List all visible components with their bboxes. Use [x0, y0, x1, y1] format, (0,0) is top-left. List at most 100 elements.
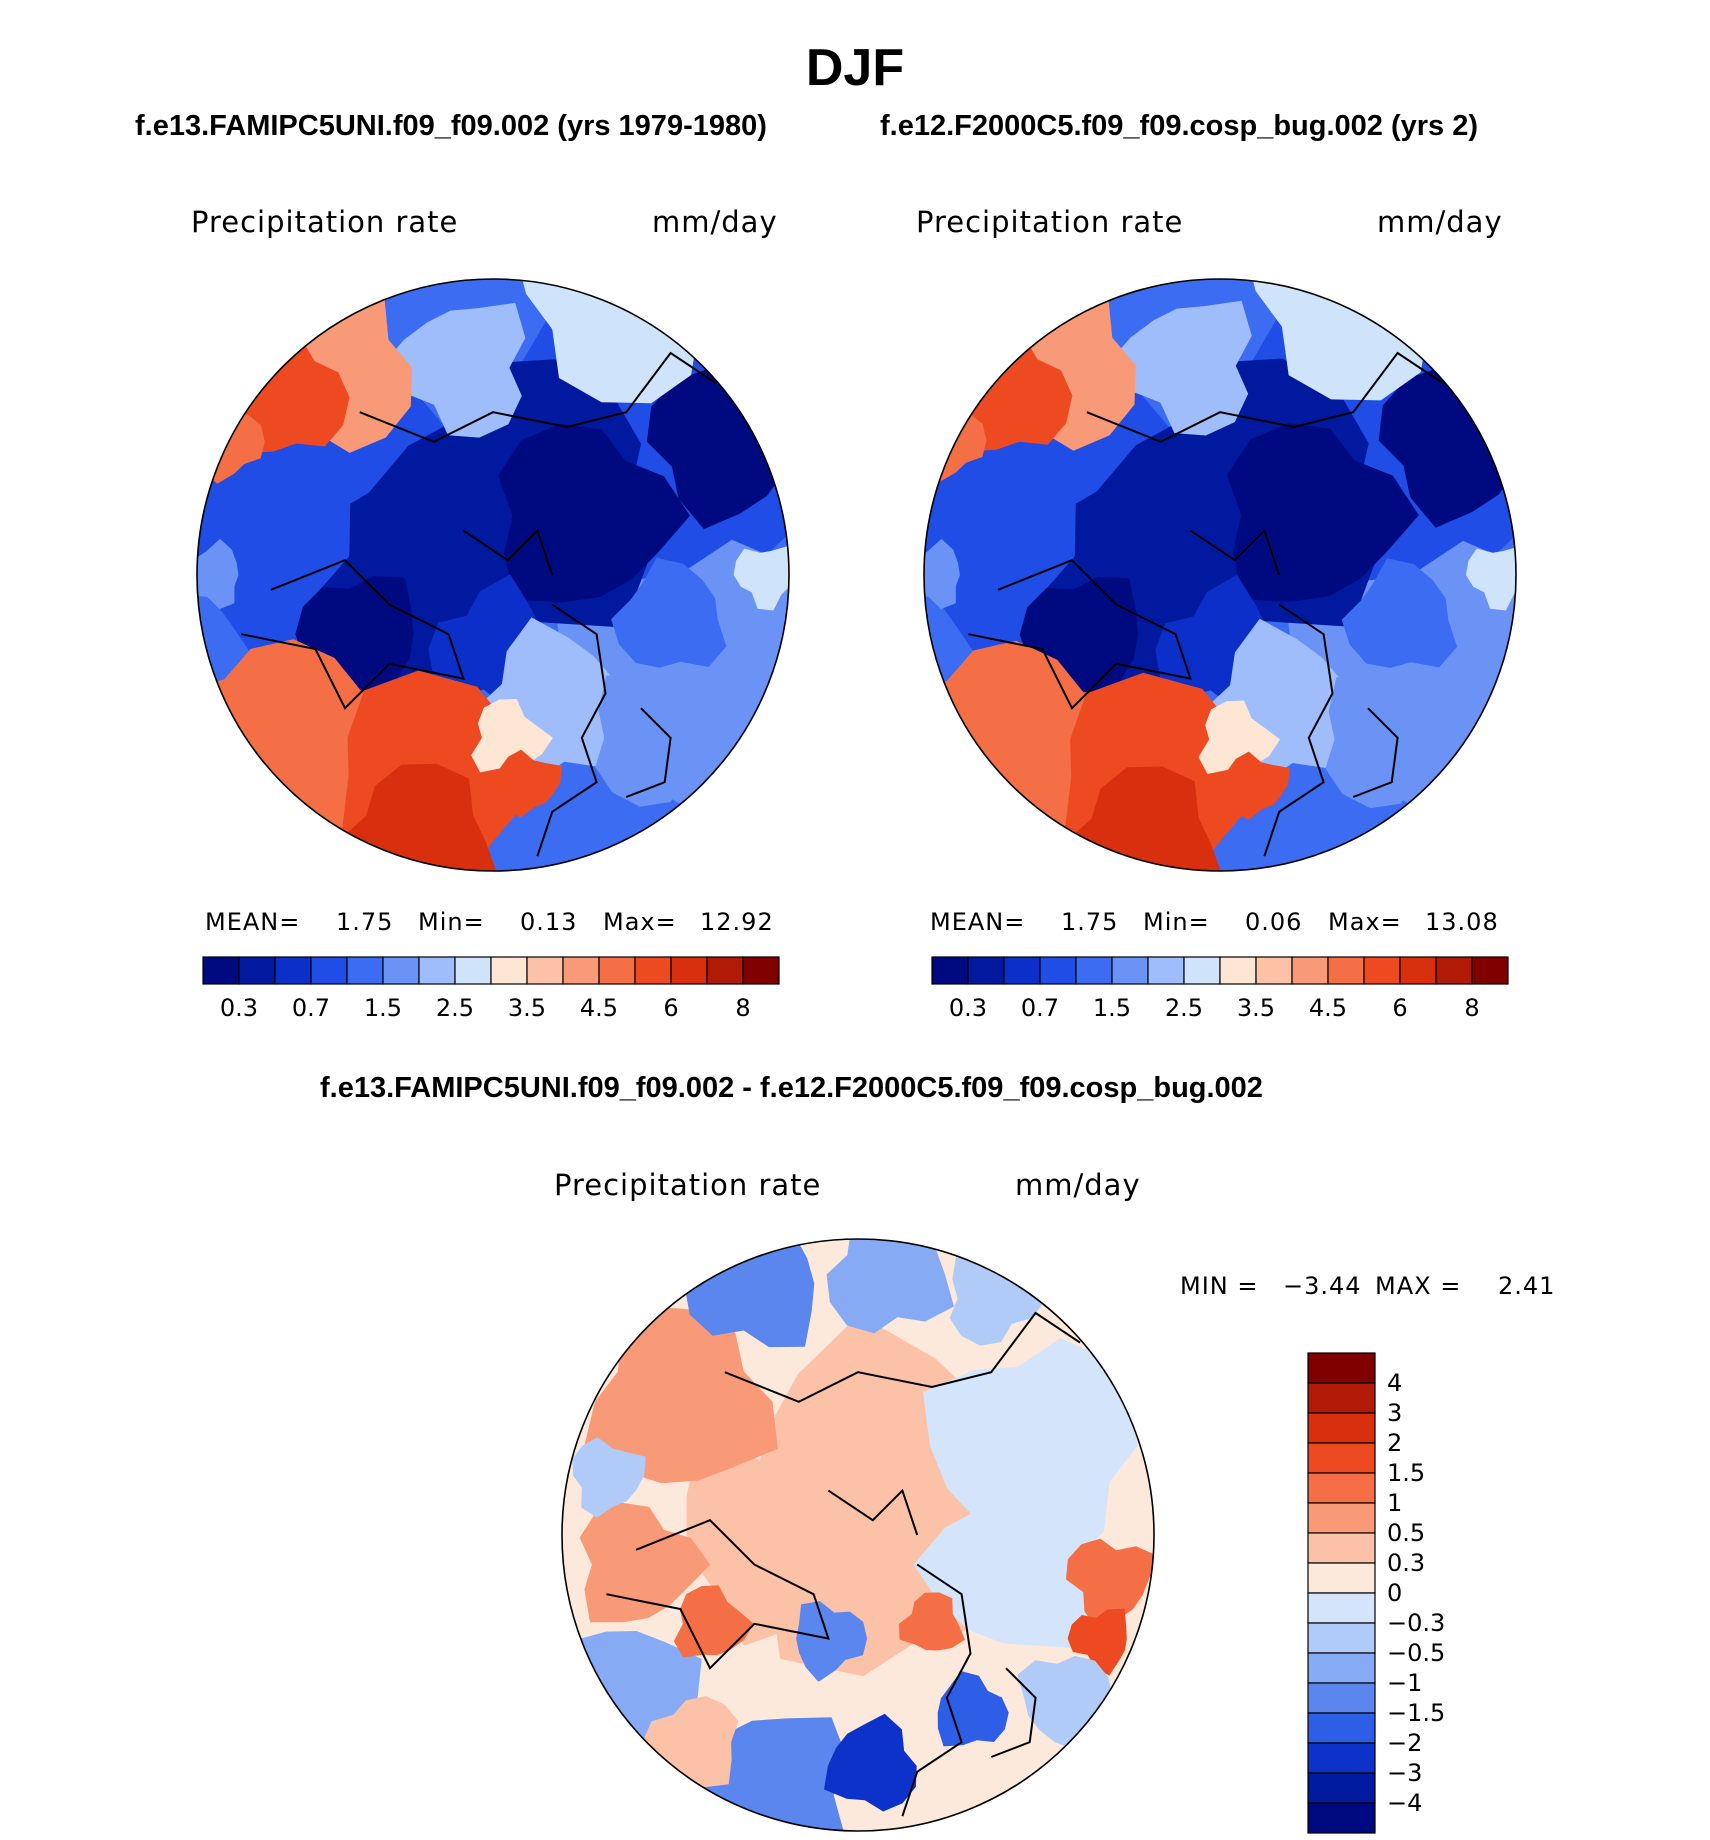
map-panel-3	[561, 1238, 1155, 1832]
coastline	[901, 1563, 972, 1817]
panel3-units: mm/day	[1015, 1168, 1141, 1202]
colorbar-tick-label: 1.5	[364, 994, 402, 1022]
colorbar-box	[1307, 1772, 1376, 1804]
colorbar-box	[634, 956, 672, 985]
colorbar-box	[1307, 1532, 1376, 1564]
colorbar-tick-label: 4	[1387, 1369, 1402, 1397]
panel3-max-label: MAX =	[1375, 1272, 1462, 1300]
colorbar-box	[1003, 956, 1041, 985]
colorbar-box	[598, 956, 636, 985]
colorbar-tick-label: 0.3	[220, 994, 258, 1022]
colorbar-box	[1183, 956, 1221, 985]
contour-region	[499, 749, 563, 818]
colorbar-box	[1307, 1472, 1376, 1504]
panel2-mean-label: MEAN=	[930, 908, 1026, 936]
panel3-min-value: −3.44	[1283, 1272, 1362, 1300]
coastline	[625, 707, 672, 798]
contour-region	[796, 1601, 868, 1682]
coastline	[359, 351, 716, 443]
contour-region	[611, 557, 727, 668]
contour-region	[824, 1713, 917, 1812]
contour-region	[899, 1592, 966, 1651]
colorbar-box	[1111, 956, 1149, 985]
coastline	[1189, 528, 1281, 576]
panel2-variable: Precipitation rate	[916, 205, 1184, 239]
colorbar-box	[1307, 1652, 1376, 1684]
panel1-min-label: Min=	[418, 908, 485, 936]
contour-region	[924, 640, 1086, 836]
colorbar-box	[1307, 1382, 1376, 1414]
coastline	[606, 1519, 830, 1670]
colorbar-box	[1307, 1742, 1376, 1774]
map-border	[196, 278, 790, 872]
panel2-max-label: Max=	[1328, 908, 1402, 936]
colorbar-box	[1307, 1712, 1376, 1744]
colorbar-box	[1039, 956, 1077, 985]
panel2-min-label: Min=	[1143, 908, 1210, 936]
colorbar-tick-label: 6	[663, 994, 678, 1022]
season-title: DJF	[805, 39, 905, 97]
panel3-min-label: MIN =	[1180, 1272, 1259, 1300]
contour-region	[1105, 300, 1252, 436]
map-border	[923, 278, 1517, 872]
contour-region	[1067, 1608, 1127, 1676]
colorbar-box	[1219, 956, 1257, 985]
colorbar-box	[202, 956, 240, 985]
colorbar-box	[1435, 956, 1473, 985]
panel2-units: mm/day	[1377, 205, 1503, 239]
contour-region	[913, 1470, 1105, 1649]
contour-region	[197, 639, 364, 834]
coastline	[724, 1311, 1081, 1403]
colorbar-tick-label: 0.3	[949, 994, 987, 1022]
diff-title: f.e13.FAMIPC5UNI.f09_f09.002 - f.e12.F20…	[320, 1072, 1263, 1104]
colorbar-tick-label: −0.3	[1387, 1609, 1445, 1637]
colorbar-tick-label: 0.3	[1387, 1549, 1425, 1577]
colorbar-box	[706, 956, 744, 985]
panel1-variable: Precipitation rate	[191, 205, 459, 239]
panel1-max-value: 12.92	[700, 908, 774, 936]
map-border	[561, 1238, 1155, 1832]
contour-region	[1341, 558, 1457, 668]
colorbar-tick-label: 8	[735, 994, 750, 1022]
contour-region	[1066, 1538, 1154, 1632]
colorbar-box	[1327, 956, 1365, 985]
colorbar-box	[1147, 956, 1185, 985]
colorbar-box	[670, 956, 708, 985]
colorbar-box	[310, 956, 348, 985]
colorbar-box	[1399, 956, 1437, 985]
contour-region	[471, 698, 553, 773]
contour-region	[684, 1239, 815, 1348]
contour-region	[579, 1502, 711, 1623]
panel1-max-label: Max=	[603, 908, 677, 936]
colorbar-tick-label: −0.5	[1387, 1639, 1445, 1667]
colorbar-tick-label: 1	[1387, 1489, 1402, 1517]
colorbar-box	[382, 956, 420, 985]
contour-region	[1466, 545, 1516, 611]
colorbar-tick-label: 3.5	[1237, 994, 1275, 1022]
colorbar-tick-label: −1	[1387, 1669, 1422, 1697]
colorbar-box	[1307, 1352, 1376, 1384]
coastline	[241, 559, 465, 710]
coastline	[1352, 707, 1399, 798]
colorbar-box	[1307, 1442, 1376, 1474]
coastline	[990, 1667, 1037, 1758]
colorbar-box	[1307, 1562, 1376, 1594]
map-field	[924, 279, 1516, 871]
colorbar-box	[526, 956, 564, 985]
coastline	[462, 528, 554, 576]
coastline	[536, 603, 607, 857]
colorbar-tick-label: 1.5	[1387, 1459, 1425, 1487]
coastline	[1263, 603, 1334, 857]
colorbar-box	[931, 956, 969, 985]
colorbar-2: 0.3 0.7 1.5 2.5 3.5 4.5 6 8	[931, 956, 1509, 1022]
colorbar-tick-label: 3.5	[508, 994, 546, 1022]
colorbar-box	[1291, 956, 1329, 985]
colorbar-tick-label: 8	[1464, 994, 1479, 1022]
panel2-mean-value: 1.75	[1061, 908, 1119, 936]
panel1-min-value: 0.13	[520, 908, 578, 936]
colorbar-box	[1471, 956, 1509, 985]
panel2-max-value: 13.08	[1425, 908, 1499, 936]
